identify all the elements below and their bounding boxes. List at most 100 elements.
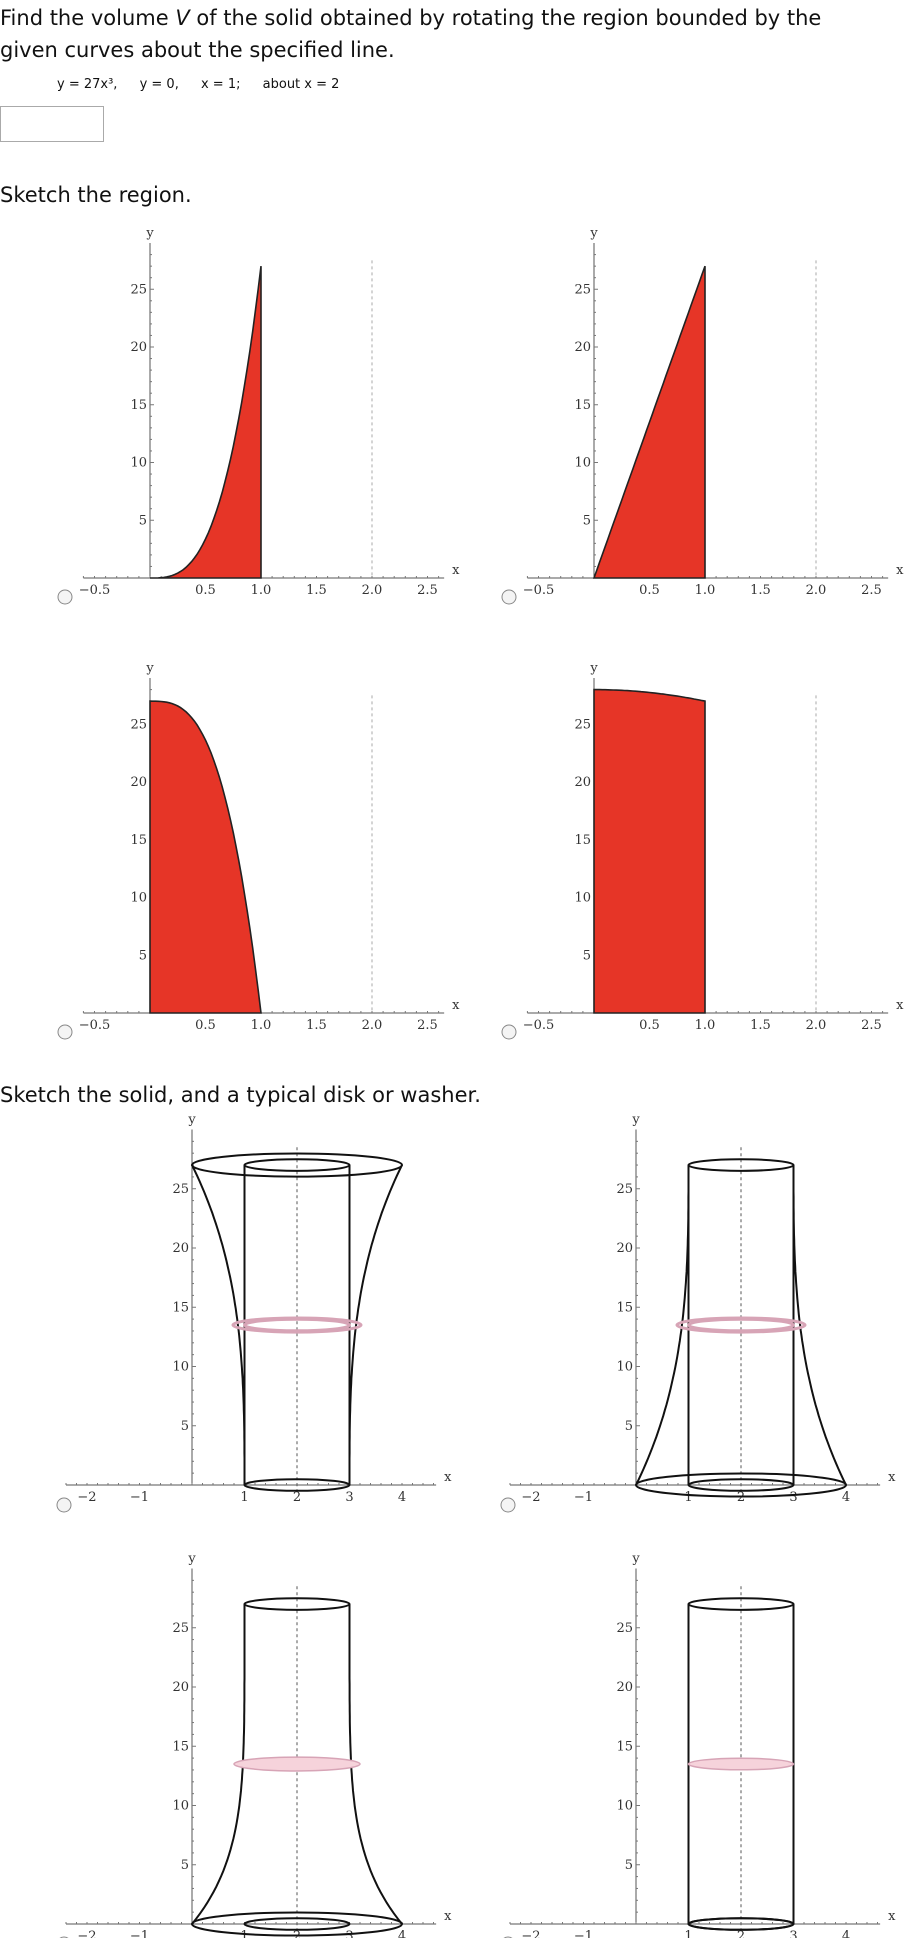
y-tick-label: 5 [625,1419,633,1434]
y-tick-label: 5 [625,1858,633,1873]
x-tick-label: 1.5 [306,583,327,598]
x-axis-label: x [444,1909,452,1924]
y-axis-label: y [589,226,598,241]
y-tick-label: 25 [574,717,591,732]
x-tick-label: 0.5 [639,1018,660,1033]
x-tick-label: 1.0 [251,1018,272,1033]
x-tick-label: 1 [684,1929,692,1938]
x-tick-label: 2 [293,1490,301,1505]
x-tick-label: 1.5 [750,583,771,598]
x-tick-label: 4 [398,1490,406,1505]
radio-button[interactable] [500,1497,516,1513]
x-tick-label: 2 [737,1929,745,1938]
x-tick-label: −0.5 [79,583,111,598]
x-tick-label: −1 [130,1929,149,1938]
x-tick-label: 1.0 [695,583,716,598]
y-tick-label: 10 [130,891,147,906]
radio-button[interactable] [57,589,73,605]
y-tick-label: 5 [181,1419,189,1434]
x-tick-label: 2.0 [806,583,827,598]
equation-part: y = 27x³, [57,77,118,92]
region [150,266,262,579]
radio-button[interactable] [57,1024,73,1040]
top-circle [687,1597,795,1611]
x-tick-label: 1.0 [251,583,272,598]
y-tick-label: 15 [172,1300,189,1315]
equation-part: x = 1; [200,77,241,92]
top-circle [687,1158,795,1172]
region [592,265,706,579]
x-tick-label: 1 [684,1490,692,1505]
x-tick-label: 2.0 [806,1018,827,1033]
y-tick-label: 10 [130,456,147,471]
x-tick-label: 2 [293,1929,301,1938]
y-tick-label: 20 [616,1680,633,1695]
region [149,700,262,1014]
y-tick-label: 25 [574,282,591,297]
radio-button[interactable] [56,1497,72,1513]
y-axis-label: y [145,661,154,676]
region [593,688,706,1014]
x-tick-label: 0.5 [195,1018,216,1033]
x-tick-label: 1 [240,1490,248,1505]
x-tick-label: −2 [77,1929,96,1938]
x-tick-label: 2.5 [861,1018,882,1033]
x-tick-label: 2.0 [362,1018,383,1033]
bottom-circle [243,1917,351,1931]
x-axis-label: x [888,1909,896,1924]
y-tick-label: 15 [574,398,591,413]
x-tick-label: −2 [521,1929,540,1938]
x-tick-label: 2.5 [417,1018,438,1033]
y-axis-label: y [187,1113,196,1128]
x-tick-label: 3 [789,1490,797,1505]
solid-wall [792,1165,847,1486]
y-tick-label: 20 [172,1680,189,1695]
y-tick-label: 15 [130,833,147,848]
x-tick-label: 2.5 [417,583,438,598]
radio-button[interactable] [501,589,517,605]
y-tick-label: 20 [616,1241,633,1256]
answer-input[interactable] [0,106,104,142]
question-variable: V [175,6,190,30]
x-axis-label: x [888,1470,896,1485]
y-tick-label: 5 [583,948,591,963]
top-circle [243,1597,351,1611]
x-axis-label: x [452,563,460,578]
y-tick-label: 15 [130,398,147,413]
x-tick-label: 2.5 [861,583,882,598]
x-tick-label: 0.5 [639,583,660,598]
x-axis-label: x [444,1470,452,1485]
y-tick-label: 10 [574,456,591,471]
equation-part: y = 0, [139,77,179,92]
top-circle [191,1152,403,1178]
bottom-circle [635,1472,847,1498]
y-tick-label: 10 [574,891,591,906]
disk [687,1757,795,1771]
section-heading: Sketch the region. [0,183,192,207]
y-axis-label: y [187,1552,196,1567]
y-tick-label: 10 [172,1360,189,1375]
y-tick-label: 25 [616,1182,633,1197]
question-text: of the solid obtained by rotating the re… [0,6,822,62]
bottom-circle [687,1478,795,1492]
y-tick-label: 5 [583,513,591,528]
y-tick-label: 15 [574,833,591,848]
y-axis-label: y [631,1113,640,1128]
y-axis-label: y [145,226,154,241]
y-tick-label: 20 [172,1241,189,1256]
disk [233,1756,361,1772]
y-tick-label: 5 [139,513,147,528]
x-tick-label: −1 [574,1929,593,1938]
y-tick-label: 10 [616,1799,633,1814]
equation: y = 27x³, y = 0, x = 1; about x = 2 [57,77,357,92]
solid-wall [635,1165,690,1486]
x-tick-label: −0.5 [523,1018,555,1033]
radio-button[interactable] [501,1024,517,1040]
y-axis-label: y [631,1552,640,1567]
y-tick-label: 25 [130,282,147,297]
y-axis-label: y [589,661,598,676]
x-tick-label: 4 [842,1929,850,1938]
x-tick-label: 4 [398,1929,406,1938]
x-tick-label: −2 [77,1490,96,1505]
